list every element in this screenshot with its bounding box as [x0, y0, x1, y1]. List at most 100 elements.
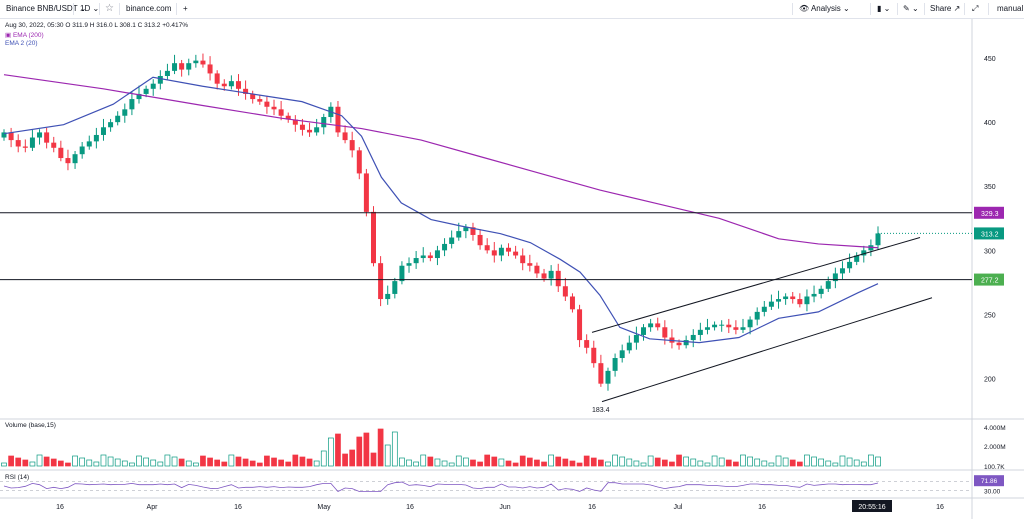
volume-bar: [526, 457, 533, 467]
volume-bar: [36, 454, 43, 467]
candle: [413, 258, 419, 264]
y-tick-label: 450: [984, 56, 996, 63]
volume-bar: [264, 455, 270, 467]
candle: [534, 265, 540, 274]
rsi-legend: RSI (14): [5, 474, 30, 481]
fullscreen-icon[interactable]: ⤢: [972, 4, 979, 13]
candle: [250, 93, 256, 100]
candle: [385, 293, 391, 300]
volume-bar: [505, 460, 512, 467]
volume-bar: [228, 454, 235, 467]
candle: [712, 324, 718, 328]
candle: [555, 270, 561, 287]
candle: [797, 299, 803, 305]
volume-bar: [683, 456, 689, 467]
volume-bar: [512, 462, 519, 467]
candle: [861, 250, 867, 256]
candle: [726, 324, 732, 328]
volume-bar: [178, 458, 185, 467]
symbol-select[interactable]: Binance BNB/USDT ⌄: [6, 4, 87, 13]
candle: [449, 237, 455, 244]
candle: [172, 63, 178, 71]
price-label: 329.3: [981, 211, 999, 218]
volume-bar: [718, 457, 725, 467]
volume-bar: [278, 459, 284, 467]
rsi-axis-label: 30.00: [984, 488, 1001, 495]
volume-bar: [612, 454, 618, 467]
volume-bar: [576, 462, 583, 467]
volume-bar: [391, 431, 398, 467]
volume-bar: [661, 459, 668, 467]
volume-bar: [114, 458, 121, 467]
plus-icon[interactable]: +: [183, 4, 188, 13]
draw-button[interactable]: ✎ ⌄: [903, 0, 919, 18]
ohlc-legend: Aug 30, 2022, 05:30 O 311.9 H 316.0 L 30…: [5, 22, 189, 29]
candle: [335, 106, 341, 133]
x-tick-label: Apr: [147, 504, 159, 511]
candle: [51, 142, 57, 148]
last-price-label: 313.2: [981, 231, 999, 238]
candle: [228, 81, 234, 87]
volume-bar: [484, 454, 491, 467]
candle: [392, 281, 398, 294]
candle: [157, 75, 163, 84]
price-label-bg: [974, 206, 1004, 219]
candle: [484, 245, 490, 251]
volume-bar: [249, 460, 256, 467]
y-tick-label: 200: [984, 377, 996, 384]
volume-bar: [306, 458, 313, 467]
volume-bar: [57, 460, 64, 467]
volume-bar: [519, 455, 526, 467]
mode-label[interactable]: manual: [997, 4, 1024, 13]
volume-bar: [725, 459, 732, 467]
analysis-button[interactable]: 👁 Analysis ⌄: [799, 4, 850, 13]
candle: [811, 293, 817, 297]
volume-bar: [22, 459, 29, 467]
volume-bar: [811, 456, 817, 467]
candle: [754, 311, 760, 320]
eye-icon: 👁: [799, 4, 810, 13]
candle: [513, 251, 519, 256]
candle: [86, 141, 92, 147]
volume-bar: [690, 458, 697, 467]
volume-bar: [598, 459, 604, 467]
ema20-line: [3, 76, 879, 344]
volume-bar: [455, 455, 462, 467]
candle: [662, 327, 668, 338]
chart-type-button[interactable]: ▮ ⌄: [877, 0, 890, 18]
interval-select[interactable]: 1D ⌄: [80, 4, 100, 13]
volume-bar: [79, 457, 86, 467]
candle: [477, 234, 483, 246]
price-chart[interactable]: 450 400 350 300 250 200 329.3 277.2 313.2 183.4 4.…: [0, 19, 1024, 519]
volume-axis-label: 4.000M: [984, 425, 1006, 432]
volume-bar: [356, 436, 363, 467]
volume-bar: [121, 460, 128, 467]
volume-bar: [676, 454, 682, 467]
candle: [761, 306, 767, 312]
volume-bar: [875, 456, 881, 467]
volume-bar: [825, 460, 832, 467]
candle: [520, 255, 526, 264]
share-button[interactable]: Share ↗: [930, 4, 961, 13]
volume-bar: [853, 459, 860, 467]
volume-bar: [342, 453, 348, 467]
candle: [605, 370, 611, 384]
favorite-star-icon[interactable]: ☆: [105, 3, 114, 14]
candle: [569, 296, 575, 310]
y-tick-label: 250: [984, 312, 996, 319]
volume-bar: [320, 450, 327, 467]
volume-bar: [626, 458, 633, 467]
volume-bar: [242, 458, 249, 467]
volume-bar: [768, 462, 775, 467]
price-label: 277.2: [981, 278, 999, 285]
volume-bar: [420, 454, 427, 467]
collapse-icon[interactable]: ▣: [5, 32, 12, 39]
candle: [79, 146, 85, 155]
candle: [839, 268, 845, 274]
volume-bar: [377, 428, 384, 467]
rsi-value-label: 71.86: [981, 478, 998, 485]
volume-bar: [65, 462, 71, 467]
volume-bar: [470, 459, 476, 467]
candle: [434, 250, 440, 259]
time-label-bg: [852, 500, 892, 512]
